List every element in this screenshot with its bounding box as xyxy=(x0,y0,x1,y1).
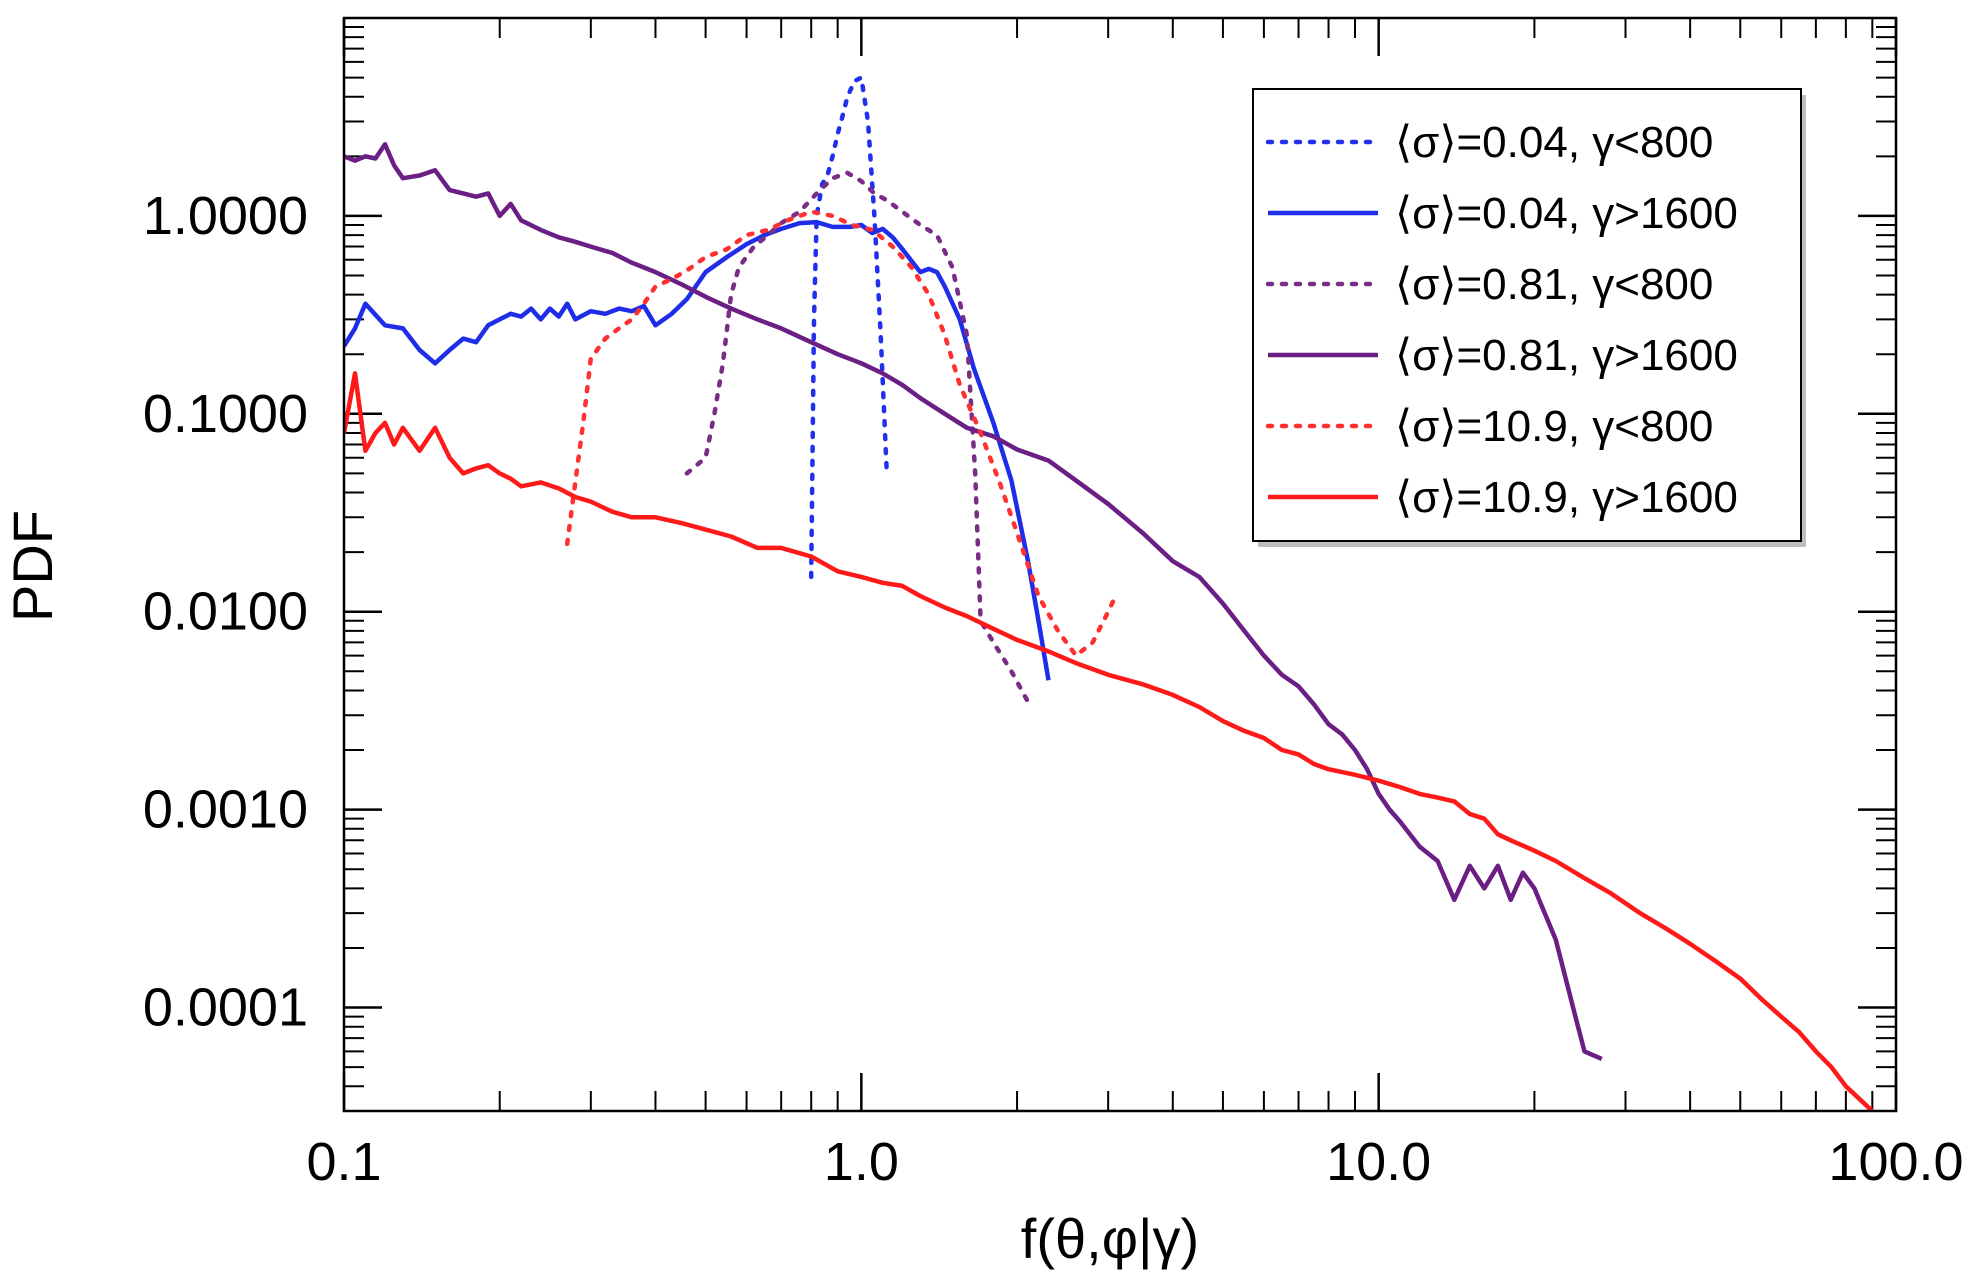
series-line-2 xyxy=(344,219,1051,681)
legend-label-4: ⟨σ⟩=0.81, γ>1600 xyxy=(1395,331,1738,380)
series-line-4 xyxy=(344,142,1603,1061)
legend-box xyxy=(1252,88,1802,542)
series-line-5 xyxy=(564,209,1118,658)
x-tick-label: 0.1 xyxy=(306,1132,381,1192)
series-line-6 xyxy=(344,371,1874,1111)
legend-label-5: ⟨σ⟩=10.9, γ<800 xyxy=(1395,402,1713,451)
minor-ticks xyxy=(344,18,1896,1112)
legend-label-6: ⟨σ⟩=10.9, γ>1600 xyxy=(1395,473,1738,522)
legend-label-3: ⟨σ⟩=0.81, γ<800 xyxy=(1395,260,1713,309)
legend-label-1: ⟨σ⟩=0.04, γ<800 xyxy=(1395,118,1713,167)
y-tick-label: 1.0000 xyxy=(143,186,308,246)
series-layer xyxy=(344,75,1874,1111)
series-line-1 xyxy=(808,75,890,580)
y-tick-label: 0.1000 xyxy=(143,384,308,444)
x-tick-label: 1.0 xyxy=(824,1132,899,1192)
legend-entries: ⟨σ⟩=0.04, γ<800 ⟨σ⟩=0.04, γ>1600 ⟨σ⟩=0.81,… xyxy=(1265,118,1738,522)
y-tick-label: 0.0010 xyxy=(143,780,308,840)
x-tick-label: 100.0 xyxy=(1828,1132,1963,1192)
legend: ⟨σ⟩=0.04, γ<800 ⟨σ⟩=0.04, γ>1600 ⟨σ⟩=0.81,… xyxy=(1252,88,1806,547)
x-axis-title: f(θ,φ|γ) xyxy=(1021,1207,1199,1270)
y-tick-label: 0.0100 xyxy=(143,582,308,642)
legend-label-2: ⟨σ⟩=0.04, γ>1600 xyxy=(1395,189,1738,238)
y-axis-title: PDF xyxy=(1,510,64,622)
x-tick-label: 10.0 xyxy=(1326,1132,1431,1192)
x-tick-labels: 0.1 1.0 10.0 100.0 xyxy=(306,1132,1963,1192)
y-tick-labels: 1.0000 0.1000 0.0100 0.0010 0.0001 xyxy=(143,186,308,1038)
y-tick-label: 0.0001 xyxy=(143,978,308,1038)
series-line-3 xyxy=(684,170,1031,705)
plot-frame xyxy=(342,16,1898,1113)
